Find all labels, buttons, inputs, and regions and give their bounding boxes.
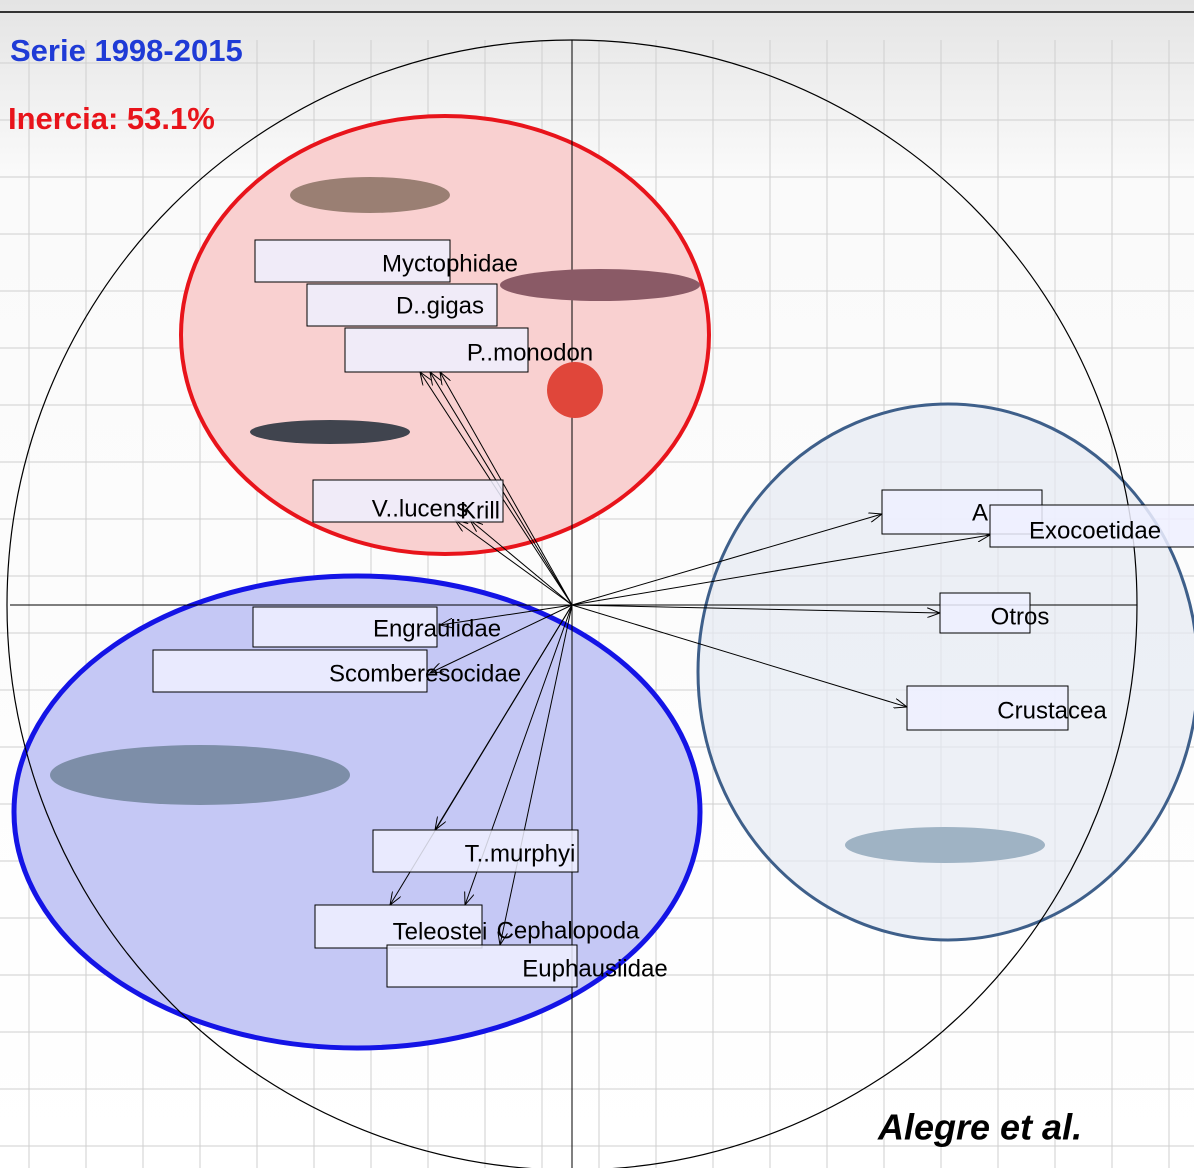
node-label: V..lucens (372, 495, 469, 522)
node-label: D..gigas (396, 292, 484, 319)
arrow (571, 604, 940, 613)
flyingfish-icon (845, 827, 1045, 863)
node-label: P..monodon (467, 339, 593, 366)
arrow (470, 520, 573, 606)
arrows (390, 372, 990, 945)
anchovy-icon (50, 745, 350, 805)
node-label: T..murphyi (465, 840, 576, 867)
node-label: Euphausiidae (522, 955, 667, 982)
label-box (372, 829, 579, 873)
label-box (312, 479, 504, 523)
label-box (906, 685, 1069, 731)
node-label: Scomberesocidae (329, 660, 521, 687)
arrow (440, 372, 573, 606)
squid-icon (500, 269, 700, 301)
node-label: Myctophidae (382, 250, 518, 277)
node-label: Teleostei (393, 918, 488, 945)
label-box (254, 239, 451, 283)
node-label: Cephalopoda (497, 917, 640, 944)
label-box (386, 944, 578, 988)
arrow (571, 514, 882, 606)
arrow (571, 535, 990, 606)
crab-icon (547, 362, 603, 418)
label-box (344, 327, 529, 373)
arrow (571, 604, 907, 707)
fish-icon (250, 420, 410, 444)
subtitle: Inercia: 53.1% (8, 101, 215, 136)
node-label: Krill (460, 497, 500, 524)
node-label: Otros (991, 603, 1050, 630)
title: Serie 1998-2015 (10, 33, 243, 68)
arrow (455, 520, 573, 606)
group-blue (11, 573, 703, 1051)
arrow (430, 604, 573, 673)
nodes: Myctophidae D..gigas P..monodon V..lucensKr… (152, 239, 1194, 988)
label-box (989, 504, 1194, 548)
label-box (252, 606, 438, 648)
label-box (152, 649, 428, 693)
node-label: Crustacea (997, 697, 1107, 724)
node-label: A (972, 499, 988, 526)
credit: Alegre et al. (877, 1107, 1082, 1148)
fish-icon (290, 177, 450, 213)
node-label: Engraulidae (373, 615, 501, 642)
arrow (500, 604, 573, 945)
node-label: Exocoetidae (1029, 517, 1161, 544)
arrow (440, 604, 573, 625)
label-box (939, 592, 1031, 634)
label-box (306, 283, 498, 327)
